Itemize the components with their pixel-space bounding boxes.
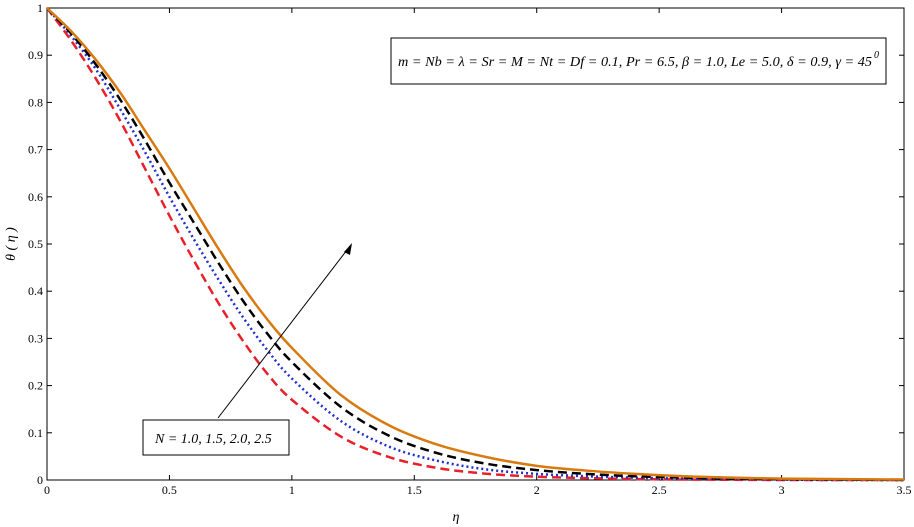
arrow-label-frame xyxy=(142,419,290,456)
x-tick-label: 0.5 xyxy=(162,483,177,497)
y-tick-label: 0 xyxy=(37,473,43,487)
series-line-4 xyxy=(46,7,905,481)
x-tick-label: 2 xyxy=(534,483,540,497)
x-axis-label: η xyxy=(453,510,460,525)
parameter-box-text: m = Nb = λ = Sr = M = Nt = Df = 0.1, Pr … xyxy=(398,55,872,70)
x-tick-label: 3.5 xyxy=(897,483,912,497)
parameter-box-frame xyxy=(390,37,887,85)
y-tick-label: 0.6 xyxy=(28,190,43,204)
arrow-label-box: N = 1.0, 1.5, 2.0, 2.5 xyxy=(142,419,290,456)
x-tick-label: 1 xyxy=(289,483,295,497)
series-line-1 xyxy=(45,7,904,482)
x-tick-label: 2.5 xyxy=(652,483,667,497)
x-tick-label: 1.5 xyxy=(407,483,422,497)
trend-arrow xyxy=(217,243,352,419)
parameter-box-superscript: 0 xyxy=(874,50,879,61)
parameter-box: m = Nb = λ = Sr = M = Nt = Df = 0.1, Pr … xyxy=(390,37,887,85)
y-tick-label: 0.9 xyxy=(28,48,43,62)
arrow-label-text: N = 1.0, 1.5, 2.0, 2.5 xyxy=(154,432,272,447)
y-tick-label: 0.1 xyxy=(28,426,43,440)
arrow-shaft xyxy=(217,249,348,419)
y-tick-label: 0.5 xyxy=(28,237,43,251)
y-tick-label: 0.7 xyxy=(28,143,43,157)
series-layer xyxy=(45,7,905,482)
y-axis-label: θ ( η ) xyxy=(4,227,19,261)
y-tick-label: 0.8 xyxy=(28,95,43,109)
plot-area xyxy=(46,7,905,481)
arrow-head xyxy=(344,243,352,255)
y-tick-label: 0.3 xyxy=(28,331,43,345)
y-tick-label: 1 xyxy=(37,1,43,15)
y-tick-label: 0.4 xyxy=(28,284,43,298)
x-tick-label: 0 xyxy=(44,483,50,497)
x-tick-label: 3 xyxy=(779,483,785,497)
y-tick-label: 0.2 xyxy=(28,379,43,393)
